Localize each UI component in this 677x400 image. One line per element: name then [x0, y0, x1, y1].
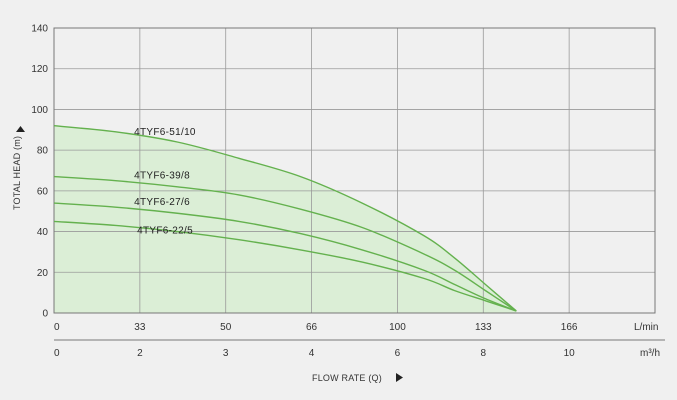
y-tick-label: 100	[31, 105, 48, 116]
x-tick-label-lmin: 166	[561, 322, 578, 333]
plot-frame	[53, 27, 656, 314]
x-tick-label-lmin: 133	[475, 322, 492, 333]
series-label: 4TYF6-51/10	[134, 127, 196, 138]
x-tick-label-lmin: 66	[306, 322, 318, 333]
x-axis-label: FLOW RATE (Q)	[312, 373, 382, 383]
x-tick-label-m3h: 0	[54, 348, 60, 359]
x-tick-label-m3h: 6	[395, 348, 401, 359]
y-axis-arrow-icon	[16, 126, 25, 132]
series-line	[53, 175, 517, 312]
grid-layer	[54, 28, 655, 313]
x-tick-label-lmin: 50	[220, 322, 232, 333]
x-axis-arrow-icon	[396, 373, 403, 382]
y-tick-label: 80	[37, 146, 49, 157]
series-label: 4TYF6-27/6	[134, 197, 190, 208]
x-tick-label-m3h: 2	[137, 348, 143, 359]
y-tick-label: 40	[37, 227, 49, 238]
x-unit-m3h: m³/h	[640, 348, 660, 359]
series-label: 4TYF6-22/5	[137, 225, 193, 236]
area-fill	[54, 125, 517, 313]
series-line	[53, 125, 517, 312]
x-tick-label-lmin: 33	[134, 322, 146, 333]
y-tick-label: 0	[42, 309, 48, 320]
x-tick-label-m3h: 3	[223, 348, 229, 359]
y-axis-title: TOTAL HEAD (m)	[12, 126, 25, 210]
y-axis-label: TOTAL HEAD (m)	[12, 136, 22, 210]
area-fill-layer	[54, 125, 517, 313]
series-labels: 4TYF6-51/10 4TYF6-39/8 4TYF6-27/6 4TYF6-22/…	[134, 127, 196, 237]
x-tick-label-m3h: 10	[564, 348, 576, 359]
y-tick-label: 60	[37, 186, 49, 197]
tick-labels: 0204060801001201400033250366410061338166…	[31, 24, 578, 360]
y-tick-label: 20	[37, 268, 49, 279]
x-tick-label-lmin: 0	[54, 322, 60, 333]
series-line	[53, 202, 517, 312]
x-tick-label-m3h: 4	[309, 348, 315, 359]
series-label: 4TYF6-39/8	[134, 171, 190, 182]
series-line	[53, 220, 517, 312]
x-tick-label-m3h: 8	[481, 348, 487, 359]
series-lines	[53, 125, 517, 312]
x-unit-lmin: L/min	[634, 322, 658, 333]
y-tick-label: 140	[31, 24, 48, 35]
y-tick-label: 120	[31, 64, 48, 75]
x-tick-label-lmin: 100	[389, 322, 406, 333]
